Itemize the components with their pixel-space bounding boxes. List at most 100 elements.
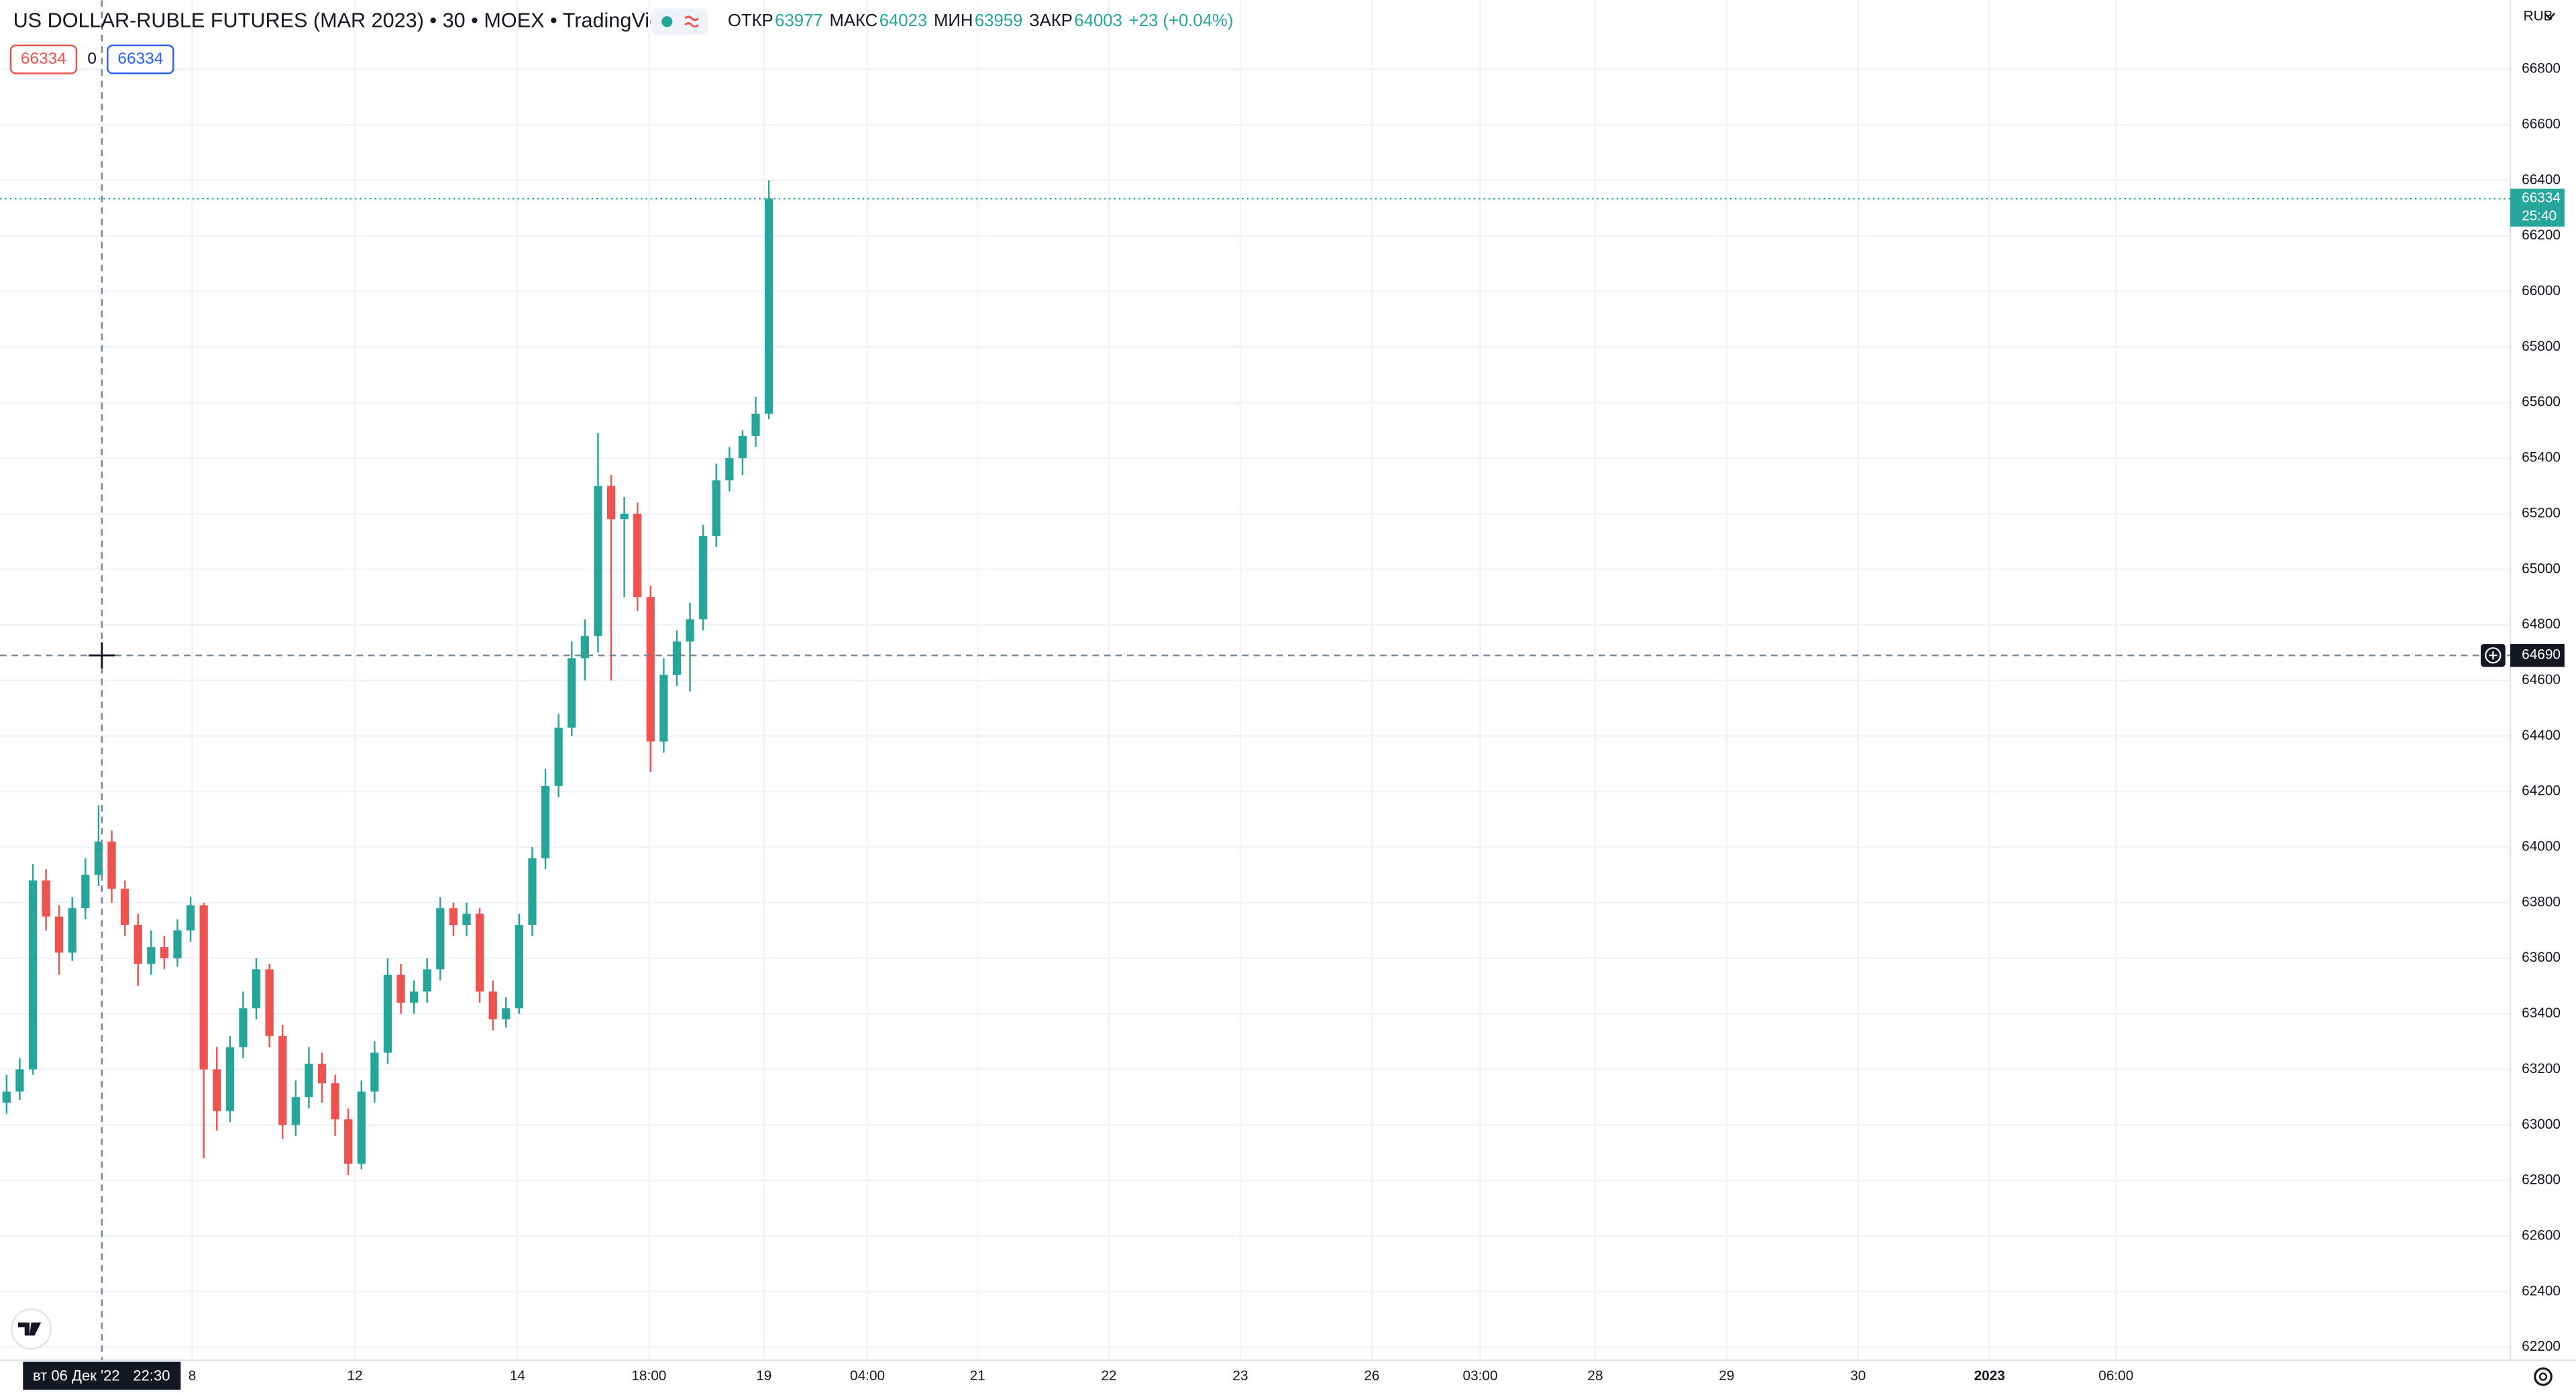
last-price-label: 66334 (2522, 190, 2561, 206)
change: +23 (+0.04%) (1129, 11, 1234, 30)
x-tick-label: 22 (1101, 1368, 1116, 1384)
x-tick-label: 18:00 (631, 1368, 666, 1384)
candle-body (554, 727, 563, 786)
status-icons (650, 8, 708, 35)
crosshair-time: 22:30 (133, 1367, 170, 1384)
legend-label: ОТКР (728, 11, 773, 30)
x-tick-label: 29 (1719, 1368, 1734, 1384)
candle-body (436, 908, 445, 970)
add-alert-icon (2485, 647, 2502, 664)
y-tick-label: 65200 (2522, 505, 2561, 520)
candle-body (199, 905, 208, 1070)
y-tick-label: 63000 (2522, 1117, 2561, 1132)
crosshair-date: вт 06 Дек '22 (33, 1367, 120, 1384)
candle-body (541, 785, 550, 858)
x-tick-label: 26 (1364, 1368, 1379, 1384)
candle-body (528, 858, 537, 926)
candle-body (81, 875, 90, 909)
candle-body (239, 1008, 248, 1048)
x-tick-label: 21 (970, 1368, 985, 1384)
candle-body (475, 913, 484, 992)
x-tick-label: 04:00 (850, 1368, 885, 1384)
settings-icon[interactable] (2534, 1367, 2553, 1386)
sell-button[interactable] (9, 44, 78, 74)
candle-body (686, 619, 694, 642)
candle-body (396, 974, 405, 1003)
currency-dropdown[interactable] (2544, 13, 2556, 20)
candle-body (160, 947, 169, 958)
y-tick-label: 65800 (2522, 339, 2561, 354)
candle-body (423, 969, 431, 992)
candle-body (646, 597, 655, 742)
x-tick-label: 8 (189, 1368, 197, 1384)
candle-body (502, 1008, 511, 1019)
candle-body (620, 513, 629, 520)
candle-body (672, 641, 682, 675)
y-tick-label: 64000 (2522, 839, 2561, 854)
y-tick-label: 62800 (2522, 1172, 2561, 1188)
x-tick-label: 03:00 (1463, 1368, 1498, 1384)
y-tick-label: 63400 (2522, 1005, 2561, 1021)
candle-body (383, 974, 392, 1053)
logo-mark (17, 1322, 42, 1336)
last-price-badge (2510, 188, 2565, 227)
x-tick-label: 12 (347, 1368, 362, 1384)
y-tick-label: 65400 (2522, 450, 2561, 465)
x-tick-label: 2023 (1974, 1368, 2005, 1384)
status-badge (650, 8, 708, 35)
x-tick-label: 23 (1232, 1368, 1248, 1384)
candle-body (580, 636, 589, 659)
candle-body (15, 1069, 24, 1092)
chart-title: US DOLLAR-RUBLE FUTURES (MAR 2023) • 30 … (13, 9, 676, 32)
candle-body (265, 969, 274, 1036)
candle-body (370, 1052, 379, 1092)
y-tick-label: 62400 (2522, 1283, 2561, 1298)
candle-body (659, 675, 668, 742)
sell-price: 66334 (21, 50, 66, 68)
candle-body (515, 925, 523, 1009)
y-tick-label: 66200 (2522, 227, 2561, 243)
add-alert-plus (2489, 651, 2498, 660)
y-tick-label: 65600 (2522, 394, 2561, 410)
y-tick-label: 64200 (2522, 783, 2561, 799)
candle-body (68, 908, 76, 953)
spread: 0 (87, 50, 97, 68)
y-tick-label: 62600 (2522, 1227, 2561, 1243)
candle-body (305, 1064, 313, 1097)
grid (0, 0, 2511, 1361)
gear-hub (2538, 1372, 2548, 1381)
candle-body (751, 413, 760, 436)
candle-body (765, 199, 773, 414)
crosshair-cursor (89, 642, 115, 669)
candle-body (121, 889, 129, 926)
buy-button[interactable] (107, 44, 174, 74)
x-tick-label: 30 (1850, 1368, 1866, 1384)
candle-body (344, 1119, 353, 1164)
crosshair-time-badge (23, 1361, 181, 1390)
gear[interactable] (2534, 1367, 2553, 1386)
candle-body (107, 841, 116, 889)
y-tick-label: 66600 (2522, 116, 2561, 131)
legend-value: 64023 (879, 11, 927, 30)
order-buttons: 66334 0 66334 (9, 44, 174, 74)
legend-value: 63959 (975, 11, 1022, 30)
x-tick-label: 19 (756, 1368, 771, 1384)
candle-body (462, 913, 471, 926)
candle-body (568, 658, 576, 728)
market-open-dot (661, 16, 673, 27)
candle-body (147, 947, 156, 964)
candle-body (594, 486, 602, 636)
x-tick-label: 28 (1587, 1368, 1603, 1384)
candle-body (699, 536, 708, 620)
tradingview-logo (10, 1308, 52, 1350)
candle-body (488, 991, 497, 1019)
currency: RUB (2524, 8, 2553, 23)
y-tick-label: 64600 (2522, 672, 2561, 687)
y-tick-label: 62200 (2522, 1339, 2561, 1354)
delay-icon (684, 15, 699, 28)
x-tick-label: 14 (510, 1368, 525, 1384)
candle-body (357, 1091, 366, 1164)
y-tick-label: 63800 (2522, 894, 2561, 909)
